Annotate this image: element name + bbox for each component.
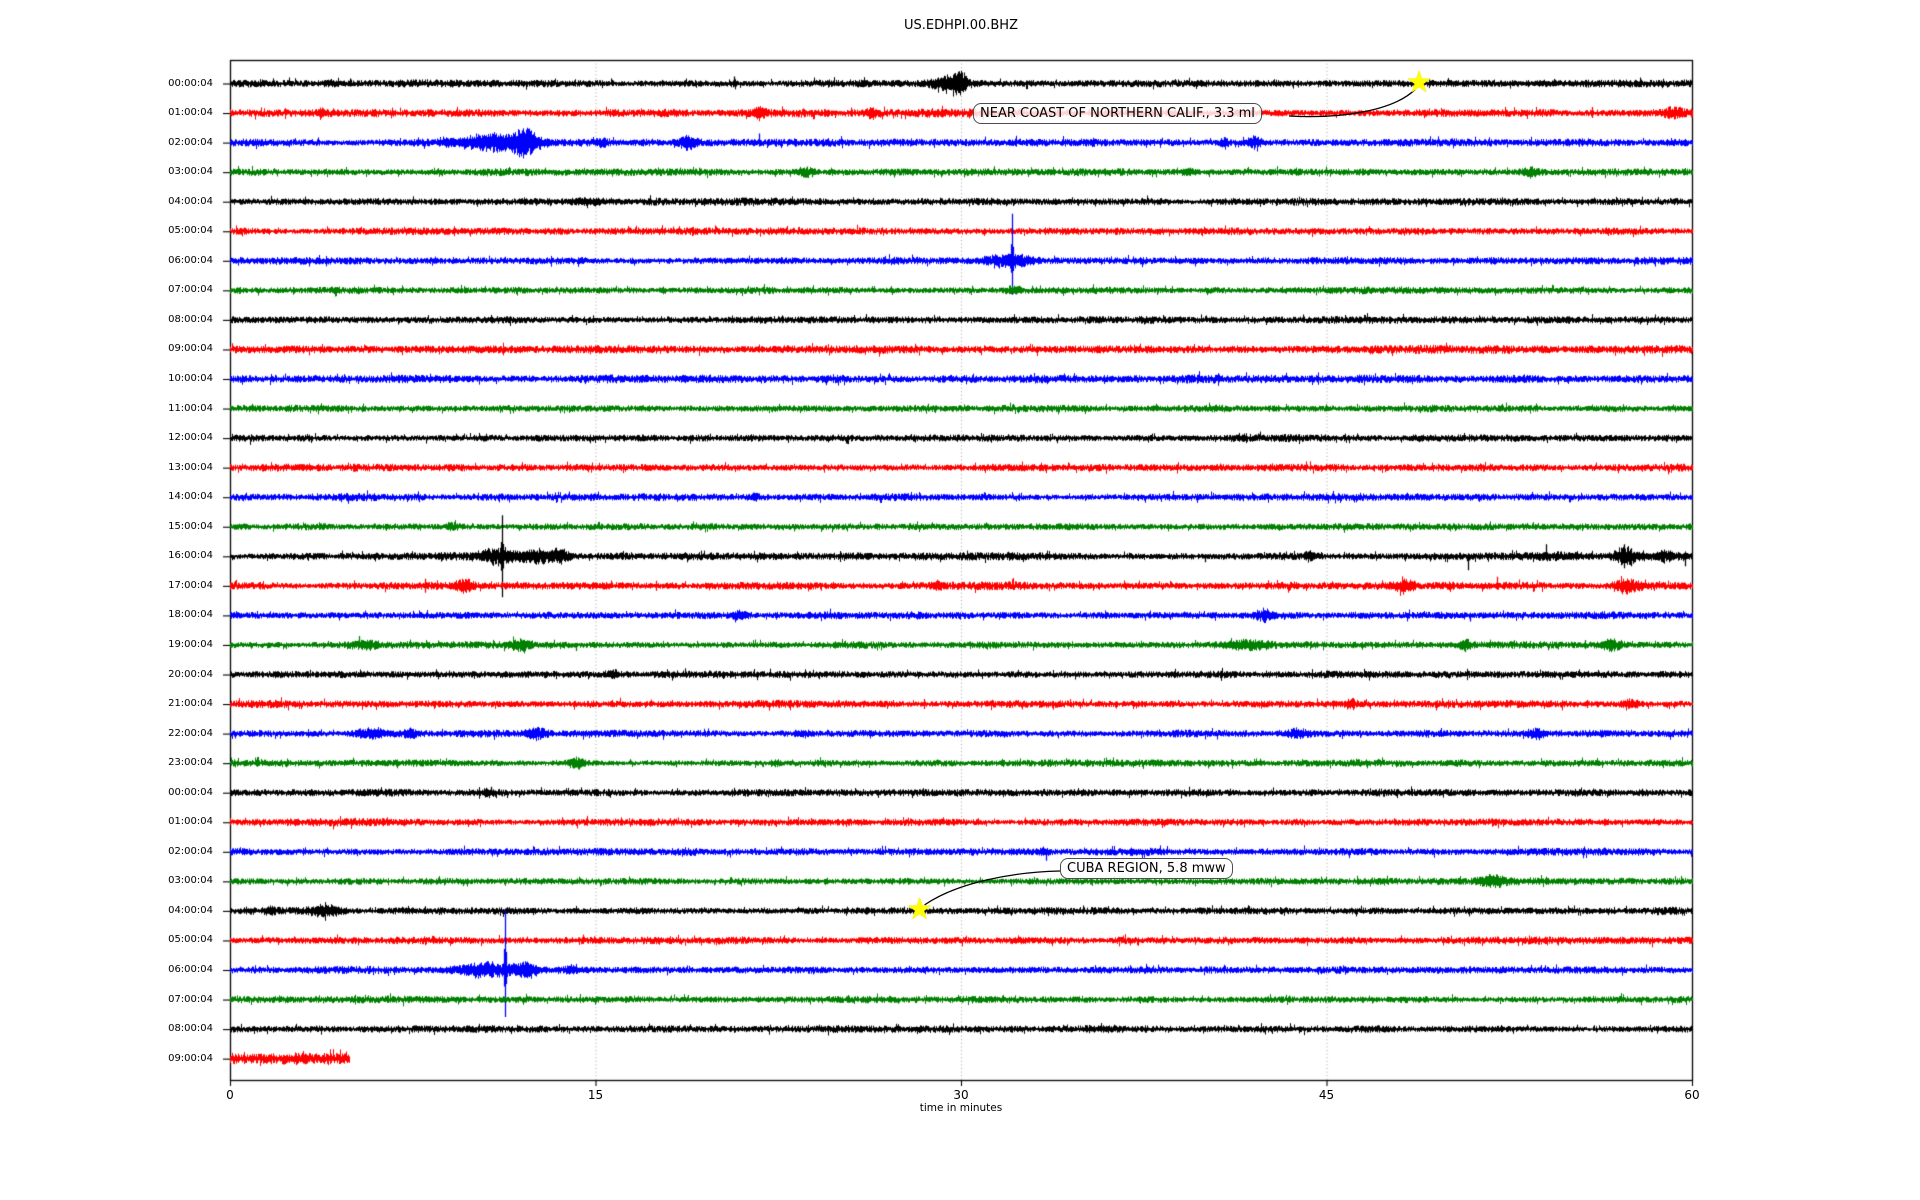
y-tick-label: 21:00:04 xyxy=(168,698,213,710)
y-tick-label: 03:00:04 xyxy=(168,166,213,178)
y-tick-label: 16:00:04 xyxy=(168,550,213,562)
y-tick-label: 18:00:04 xyxy=(168,609,213,621)
y-tick-label: 00:00:04 xyxy=(168,77,213,89)
y-tick-label: 05:00:04 xyxy=(168,934,213,946)
event-star-near-coast-icon: ★ xyxy=(1405,64,1433,100)
plot-title: US.EDHPI.00.BHZ xyxy=(904,18,1018,33)
y-tick-label: 09:00:04 xyxy=(168,343,213,355)
y-tick-label: 13:00:04 xyxy=(168,461,213,473)
y-tick-label: 03:00:04 xyxy=(168,875,213,887)
annotation-near-coast-calif: NEAR COAST OF NORTHERN CALIF., 3.3 ml xyxy=(973,103,1262,124)
y-tick-label: 17:00:04 xyxy=(168,579,213,591)
y-tick-label: 01:00:04 xyxy=(168,816,213,828)
x-tick-label: 15 xyxy=(587,1088,604,1102)
x-axis-title: time in minutes xyxy=(919,1102,1003,1114)
x-tick-label: 0 xyxy=(226,1088,234,1102)
x-tick-label: 60 xyxy=(1684,1088,1700,1102)
y-tick-label: 20:00:04 xyxy=(168,668,213,680)
y-tick-label: 19:00:04 xyxy=(168,638,213,650)
y-tick-label: 06:00:04 xyxy=(168,964,213,975)
y-tick-label: 05:00:04 xyxy=(168,225,213,237)
y-tick-label: 15:00:04 xyxy=(168,520,213,532)
y-tick-label: 22:00:04 xyxy=(168,727,213,739)
y-tick-label: 02:00:04 xyxy=(168,136,213,148)
y-tick-label: 04:00:04 xyxy=(168,904,213,916)
y-tick-label: 11:00:04 xyxy=(168,402,213,414)
event-star-cuba-icon: ★ xyxy=(906,891,934,927)
y-tick-label: 23:00:04 xyxy=(168,757,213,769)
y-tick-label: 14:00:04 xyxy=(168,491,213,503)
x-tick-label: 30 xyxy=(953,1088,969,1102)
y-tick-label: 06:00:04 xyxy=(168,254,213,266)
x-tick-label: 45 xyxy=(1318,1088,1335,1102)
y-tick-label: 09:00:04 xyxy=(168,1052,213,1064)
y-tick-label: 01:00:04 xyxy=(168,107,213,119)
annotation-cuba-region: CUBA REGION, 5.8 mww xyxy=(1060,858,1233,879)
y-tick-label: 12:00:04 xyxy=(168,432,213,444)
y-tick-label: 00:00:04 xyxy=(168,786,213,798)
y-tick-label: 10:00:04 xyxy=(168,373,213,384)
y-tick-label: 04:00:04 xyxy=(168,195,213,207)
y-tick-label: 07:00:04 xyxy=(168,993,213,1005)
y-tick-label: 08:00:04 xyxy=(168,313,213,325)
y-tick-label: 02:00:04 xyxy=(168,845,213,857)
y-tick-label: 08:00:04 xyxy=(168,1023,213,1035)
y-tick-label: 07:00:04 xyxy=(168,284,213,296)
